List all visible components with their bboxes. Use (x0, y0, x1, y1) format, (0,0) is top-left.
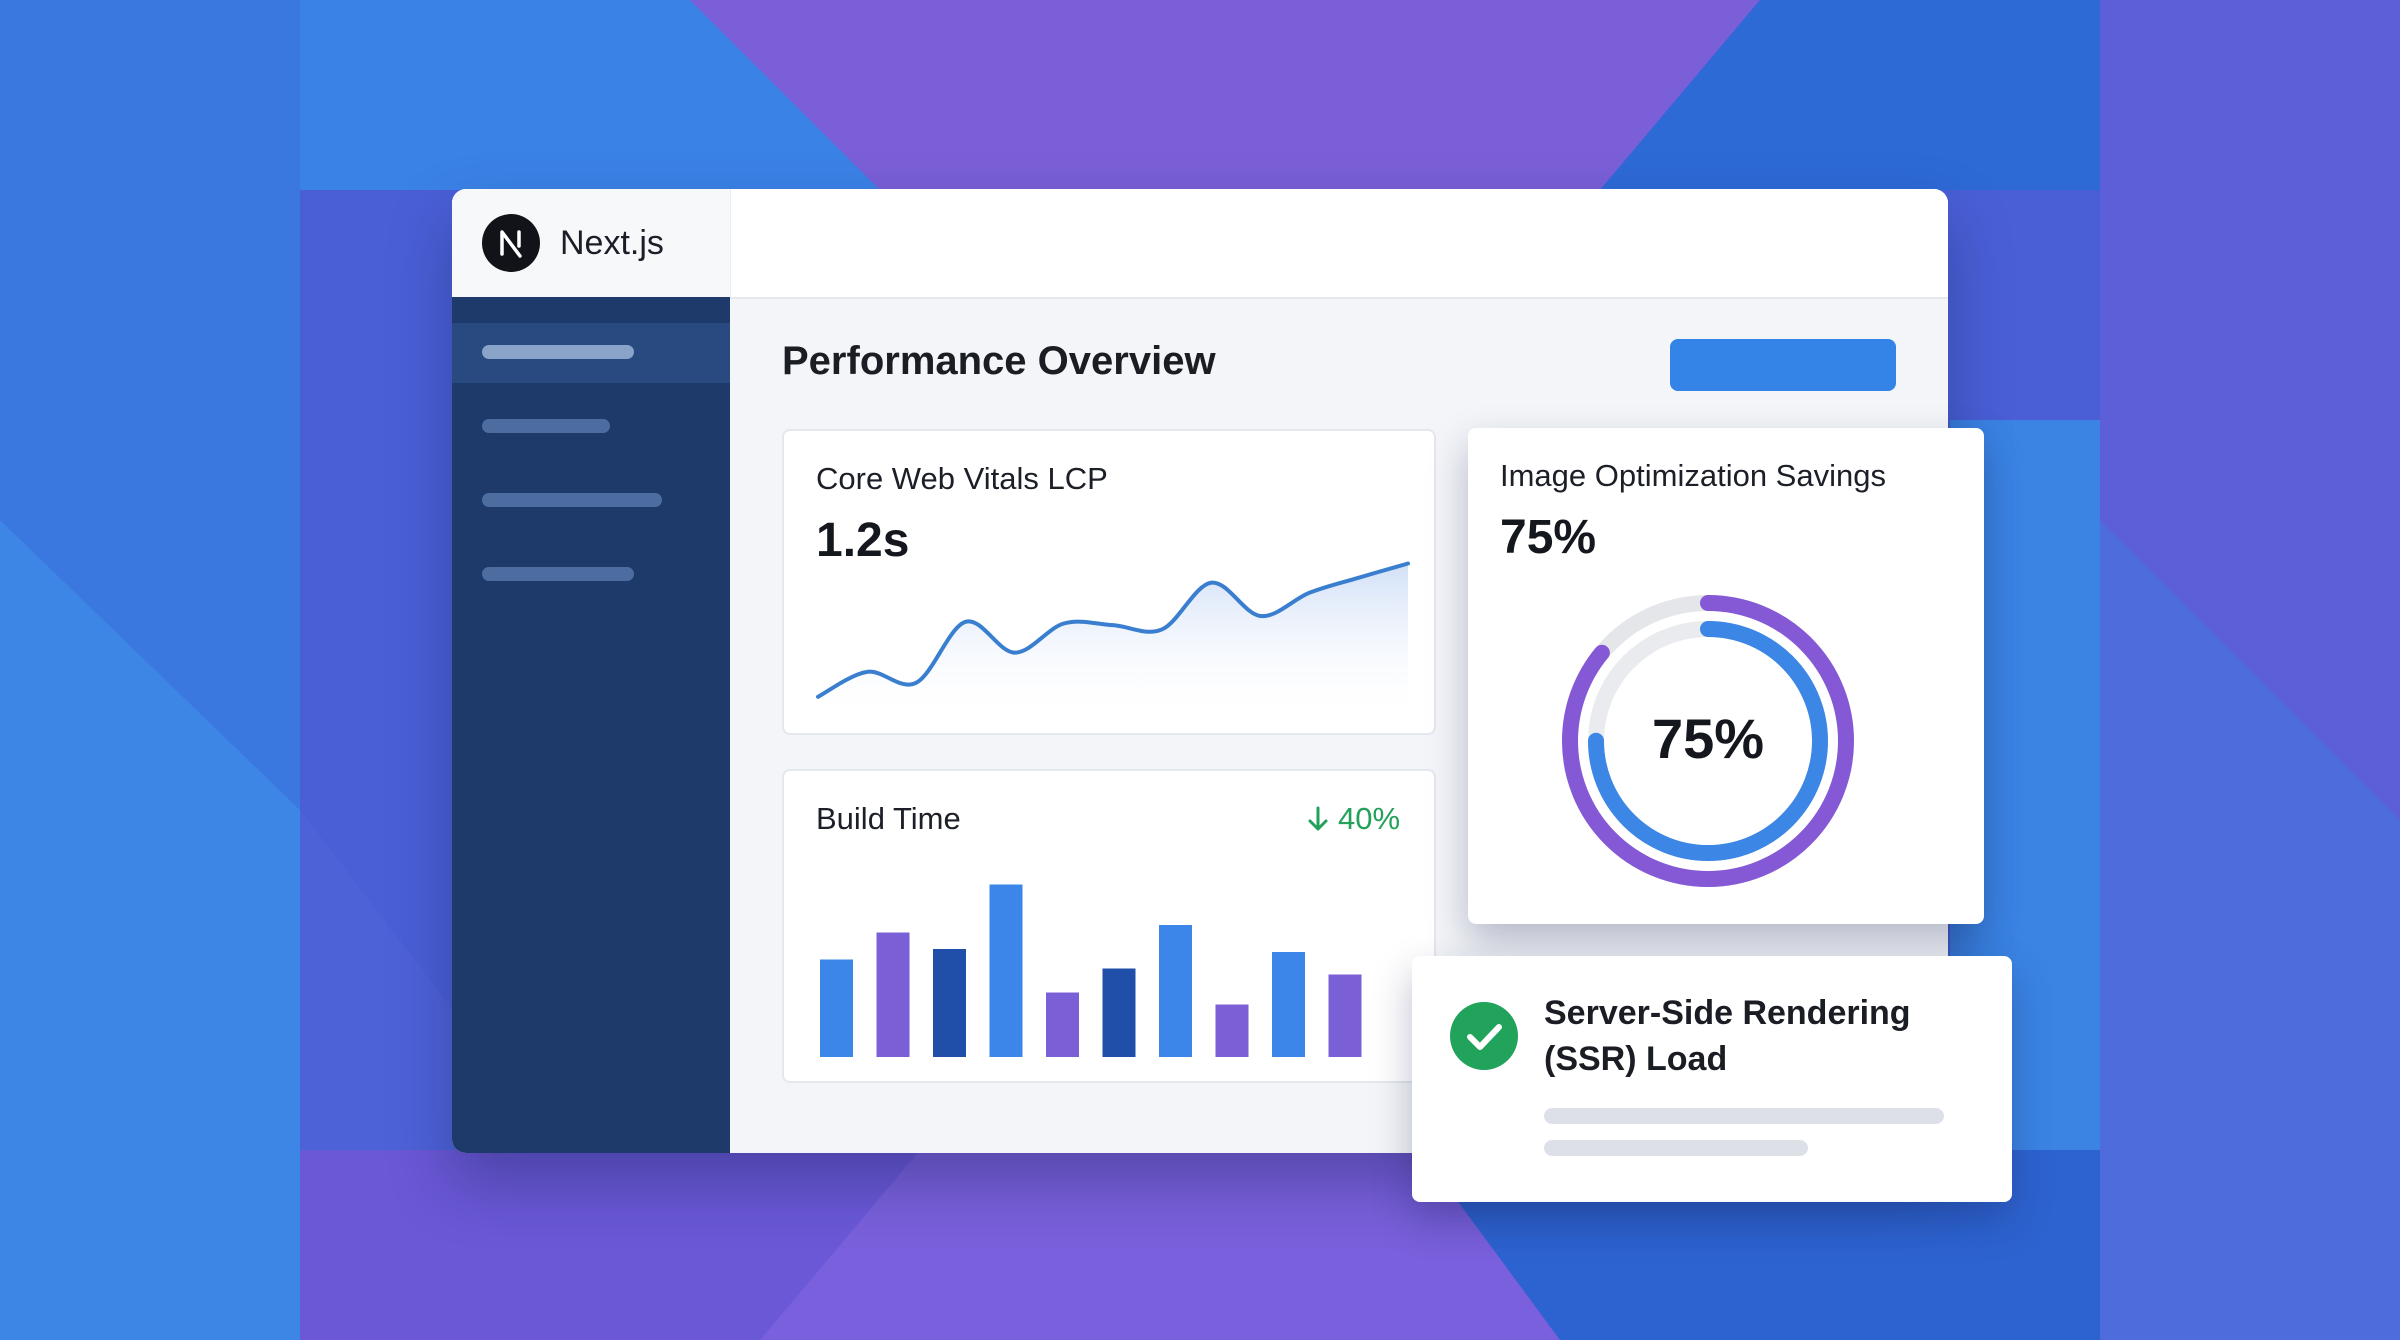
ssr-skeleton-line-1 (1544, 1108, 1944, 1124)
build-time-title: Build Time (816, 801, 961, 836)
image-optimization-card: Image Optimization Savings 75% 75% (1468, 428, 1984, 924)
ssr-skeleton-line-2 (1544, 1140, 1808, 1156)
lcp-area (818, 563, 1408, 721)
build-time-bar-4 (989, 884, 1023, 1057)
image-optimization-value: 75% (1500, 511, 1597, 564)
build-time-delta: 40% (1306, 801, 1400, 837)
sidebar-item-1[interactable] (482, 345, 634, 359)
donut-outer-arc (1562, 595, 1854, 887)
app-name: Next.js (560, 223, 664, 262)
lcp-line-chart (816, 561, 1410, 721)
ssr-load-title: Server-Side Rendering (SSR) Load (1544, 994, 1911, 1078)
sidebar (452, 297, 730, 1153)
build-time-bar-6 (1102, 968, 1136, 1057)
image-optimization-title: Image Optimization Savings (1500, 458, 1886, 493)
build-time-bar-8 (1215, 1004, 1249, 1057)
build-time-bar-9 (1272, 952, 1305, 1057)
donut-inner-arc (1588, 621, 1828, 861)
savings-donut-chart (1562, 595, 1854, 887)
nextjs-logo-icon (482, 214, 540, 272)
build-time-bar-10 (1328, 974, 1362, 1057)
brand[interactable]: Next.js (452, 189, 731, 297)
build-time-bar-5 (1046, 992, 1079, 1057)
build-time-bar-7 (1159, 925, 1192, 1057)
check-circle-icon (1450, 1002, 1518, 1070)
lcp-value: 1.2s (816, 514, 910, 567)
donut-center-label: 75% (1651, 707, 1765, 770)
top-bar: Next.js (452, 189, 1948, 299)
build-time-bar-3 (933, 949, 966, 1057)
lcp-card-title: Core Web Vitals LCP (816, 461, 1108, 496)
arrow-down-icon (1308, 806, 1328, 831)
lcp-series-line (816, 561, 1410, 699)
ssr-load-card: Server-Side Rendering (SSR) Load (1412, 956, 2012, 1202)
page-title: Performance Overview (782, 339, 1216, 383)
build-time-bar-2 (876, 932, 910, 1057)
primary-action-button[interactable] (1670, 339, 1896, 391)
lcp-card: Core Web Vitals LCP 1.2s (782, 429, 1436, 735)
sidebar-item-4[interactable] (482, 567, 634, 581)
sidebar-item-2[interactable] (482, 419, 610, 433)
build-time-bar-1 (820, 959, 853, 1057)
build-time-delta-value: 40% (1338, 801, 1401, 836)
build-time-card: Build Time 40% (782, 769, 1436, 1083)
sidebar-item-3[interactable] (482, 493, 662, 507)
build-time-bar-chart (820, 884, 1362, 1057)
